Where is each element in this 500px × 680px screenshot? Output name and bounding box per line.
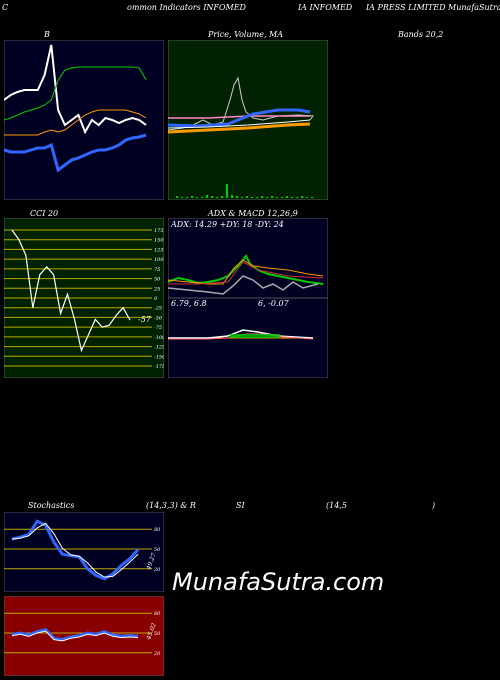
tick-label: 125 bbox=[154, 247, 164, 253]
volume-bar bbox=[251, 197, 253, 198]
tick-label: 75 bbox=[154, 267, 160, 273]
stoch-k-line bbox=[11, 519, 140, 581]
adx-panel: ADX: 14.29 +DY: 18 -DY: 24 bbox=[168, 218, 328, 298]
header-c1: C bbox=[2, 3, 9, 12]
tick-label: -125 bbox=[154, 345, 164, 351]
header-c3: IA INFOMED bbox=[298, 3, 353, 12]
adx-gray-line bbox=[168, 275, 319, 295]
tick-label: 150 bbox=[154, 238, 164, 244]
volume-bar bbox=[311, 197, 313, 198]
macd-values-b: 6, -0.07 bbox=[258, 299, 290, 308]
bands-title: Bands 20,2 bbox=[398, 30, 444, 39]
rsi-ma-line bbox=[11, 630, 139, 642]
volume-bar bbox=[206, 195, 208, 198]
cci-title: CCI 20 bbox=[30, 209, 59, 218]
price-title: Price, Volume, MA bbox=[208, 30, 284, 39]
volume-bar bbox=[291, 197, 293, 198]
volume-bar bbox=[221, 196, 223, 198]
tick-label: 50 bbox=[154, 277, 161, 283]
rsi-params: (14,5 bbox=[326, 501, 347, 510]
volume-bar bbox=[261, 196, 263, 198]
volume-bar bbox=[226, 184, 228, 198]
volume-bar bbox=[191, 196, 193, 198]
tick-label: 175 bbox=[154, 228, 164, 234]
tick-label: 100 bbox=[154, 257, 164, 263]
volume-bar bbox=[186, 197, 188, 198]
macd-histogram bbox=[230, 334, 280, 338]
bollinger-series-2 bbox=[4, 133, 147, 173]
tick-label: 20 bbox=[153, 651, 161, 657]
adx-red-line bbox=[168, 261, 324, 285]
volume-bar bbox=[266, 197, 268, 198]
tick-label: -150 bbox=[154, 354, 164, 360]
tick-label: 25 bbox=[153, 286, 160, 292]
volume-bar bbox=[236, 196, 238, 198]
rsi-line bbox=[11, 628, 139, 642]
volume-bar bbox=[241, 197, 243, 198]
tick-label: -75 bbox=[154, 325, 162, 331]
volume-bar bbox=[176, 196, 178, 198]
adx-values: ADX: 14.29 +DY: 18 -DY: 24 bbox=[170, 220, 284, 229]
stoch-d-line bbox=[11, 522, 139, 578]
tick-label: -25 bbox=[154, 306, 162, 312]
volume-bar bbox=[306, 197, 308, 198]
volume-bar bbox=[196, 197, 198, 198]
volume-bar bbox=[281, 197, 283, 198]
macd-values-a: 6.79, 6.8 bbox=[171, 299, 207, 308]
tick-label: 0 bbox=[154, 296, 158, 302]
tick-label: -175 bbox=[154, 364, 164, 370]
volume-bar bbox=[211, 196, 213, 198]
tick-label: 50 bbox=[154, 631, 161, 637]
volume-bar bbox=[181, 197, 183, 198]
volume-bar bbox=[296, 197, 298, 198]
stoch-params: (14,3,3) & R bbox=[146, 501, 196, 510]
ma-white-line bbox=[168, 119, 311, 129]
bollinger-series-0 bbox=[4, 44, 147, 135]
rsi-title: SI bbox=[236, 501, 245, 510]
volume-bar bbox=[286, 196, 288, 198]
cci-value: -57 bbox=[138, 315, 152, 324]
price-volume-panel bbox=[168, 40, 328, 200]
volume-bar bbox=[216, 197, 218, 198]
ma-blue-line bbox=[168, 108, 311, 128]
volume-bar bbox=[271, 196, 273, 198]
volume-bar bbox=[246, 196, 248, 198]
tick-label: 80 bbox=[154, 611, 161, 617]
tick-label: 20 bbox=[153, 567, 161, 573]
tick-label: -50 bbox=[154, 315, 163, 321]
bollinger-series-3 bbox=[4, 109, 147, 136]
ma-orange-line bbox=[168, 122, 311, 134]
tick-label: 80 bbox=[154, 527, 161, 533]
header-c4: IA PRESS LIMITED MunafaSutra.com bbox=[366, 3, 500, 12]
adx-green-line bbox=[168, 254, 324, 285]
cci-line bbox=[11, 229, 131, 353]
bollinger-panel bbox=[4, 40, 164, 200]
header-c2: ommon Indicators INFOMED bbox=[127, 3, 246, 12]
volume-bar bbox=[256, 197, 258, 198]
volume-bar bbox=[276, 197, 278, 198]
volume-bar bbox=[201, 197, 203, 198]
macd-panel: 6.79, 6.8 6, -0.07 bbox=[168, 298, 328, 378]
tick-label: 50 bbox=[154, 547, 161, 553]
watermark: MunafaSutra.com bbox=[172, 568, 385, 596]
volume-bar bbox=[301, 196, 303, 198]
tick-label: -100 bbox=[154, 335, 164, 341]
bollinger-title: B bbox=[44, 30, 50, 39]
volume-bar bbox=[231, 195, 233, 198]
adx-title: ADX & MACD 12,26,9 bbox=[208, 209, 298, 218]
rsi-params-close: ) bbox=[432, 501, 436, 510]
stoch-title: Stochastics bbox=[28, 501, 75, 510]
bollinger-series-1 bbox=[4, 66, 147, 121]
cci-panel: 175 150 125 100 75 50 25 0 -25 -50 -75 -100 -125 -150… bbox=[4, 218, 164, 378]
